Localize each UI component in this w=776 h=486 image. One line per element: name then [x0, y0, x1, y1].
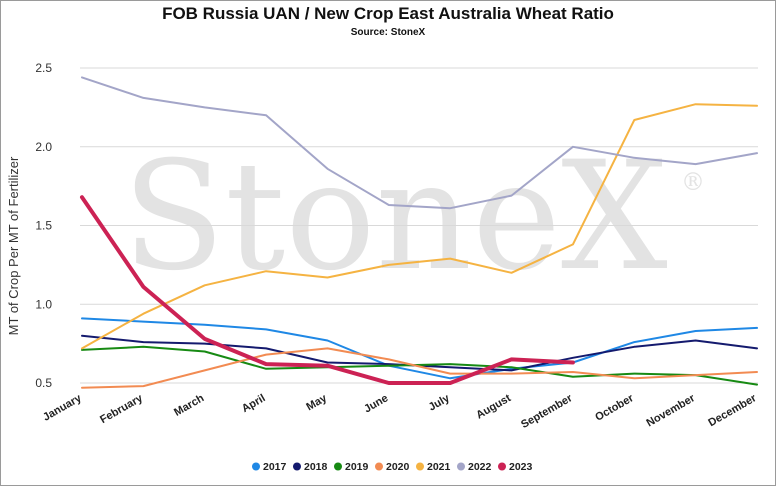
x-tick-label: February: [98, 392, 146, 426]
y-axis-ticks: 0.5 1.0 1.5 2.0 2.5: [35, 61, 52, 390]
stonex-watermark: StoneX: [122, 130, 668, 304]
series-line-2022: [81, 76, 758, 210]
series-layer: [80, 76, 758, 389]
legend-label-2019: 2019: [345, 461, 369, 473]
legend-marker-2020: [375, 462, 383, 471]
chart-title: FOB Russia UAN / New Crop East Australia…: [162, 4, 614, 23]
x-tick-label: January: [41, 392, 84, 424]
legend-marker-2021: [416, 462, 424, 471]
x-tick-label: June: [362, 392, 390, 415]
x-tick-label: April: [240, 392, 268, 415]
watermark-layer: StoneX ®: [122, 130, 705, 304]
x-tick-label: September: [519, 392, 575, 431]
legend-marker-2023: [498, 462, 506, 471]
legend-label-2023: 2023: [509, 461, 533, 473]
legend-label-2022: 2022: [468, 461, 492, 473]
x-tick-label: October: [593, 392, 636, 424]
x-tick-label: July: [427, 392, 453, 414]
x-tick-label: August: [474, 392, 513, 422]
y-axis-label: MT of Crop Per MT of Fertilizer: [6, 156, 21, 335]
legend: 2017 2018 2019 2020 2021 2022 2023: [252, 461, 533, 473]
y-tick-label: 1.5: [35, 219, 52, 233]
chart-subtitle: Source: StoneX: [350, 27, 426, 38]
y-tick-label: 2.0: [35, 140, 52, 154]
y-tick-label: 0.5: [35, 376, 52, 390]
x-tick-label: March: [172, 392, 206, 419]
legend-marker-2017: [252, 462, 260, 471]
legend-label-2020: 2020: [386, 461, 410, 473]
x-tick-label: November: [645, 392, 698, 430]
legend-marker-2022: [457, 462, 465, 471]
legend-marker-2019: [334, 462, 342, 471]
y-tick-label: 2.5: [35, 61, 52, 75]
series-line-2019: [81, 345, 758, 386]
x-axis-ticks: January February March April May June July Augu…: [41, 392, 759, 431]
x-tick-label: December: [706, 392, 759, 429]
legend-label-2021: 2021: [427, 461, 451, 473]
watermark-registered-mark: ®: [681, 168, 705, 196]
legend-label-2017: 2017: [263, 461, 287, 473]
x-tick-label: May: [304, 392, 329, 414]
series-line-2020: [81, 347, 758, 389]
series-line-2021: [81, 103, 758, 350]
legend-label-2018: 2018: [304, 461, 328, 473]
series-line-2023: [80, 195, 575, 385]
series-line-2017: [81, 317, 758, 380]
legend-marker-2018: [293, 462, 301, 471]
y-tick-label: 1.0: [35, 297, 52, 311]
